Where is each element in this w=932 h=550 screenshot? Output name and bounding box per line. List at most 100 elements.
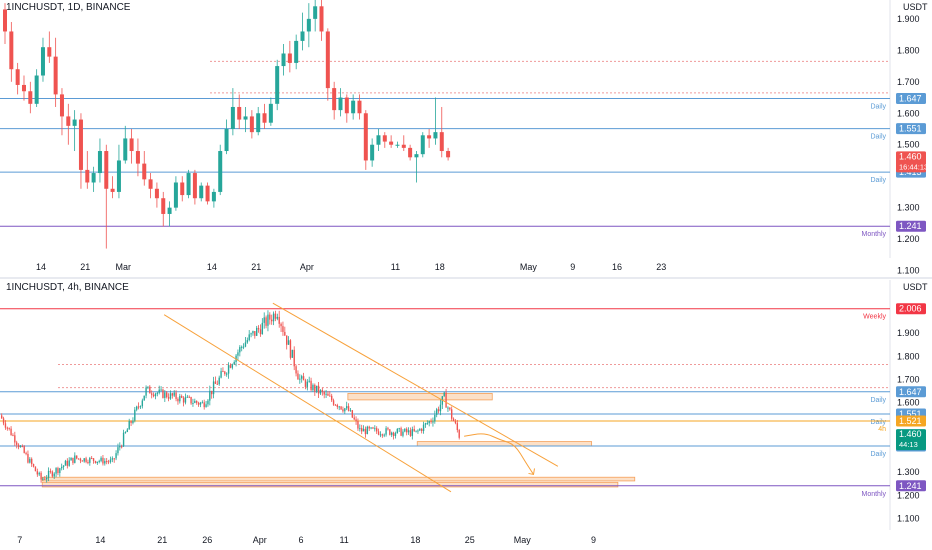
- candle[interactable]: [449, 407, 451, 411]
- candle[interactable]: [181, 394, 183, 399]
- candle[interactable]: [130, 420, 132, 426]
- candle[interactable]: [2, 416, 5, 426]
- candle[interactable]: [78, 113, 83, 189]
- candle[interactable]: [394, 431, 397, 439]
- candle[interactable]: [143, 395, 145, 401]
- candle[interactable]: [325, 28, 330, 101]
- candle[interactable]: [16, 440, 18, 449]
- candle[interactable]: [329, 391, 331, 397]
- candle[interactable]: [4, 420, 7, 430]
- candle[interactable]: [222, 367, 224, 373]
- candle[interactable]: [340, 406, 342, 411]
- candle[interactable]: [383, 433, 385, 438]
- candle[interactable]: [85, 151, 90, 189]
- candle[interactable]: [300, 12, 305, 51]
- candle[interactable]: [72, 110, 77, 152]
- candle[interactable]: [87, 459, 89, 465]
- candle[interactable]: [427, 129, 432, 148]
- candle[interactable]: [419, 427, 421, 432]
- candle[interactable]: [173, 176, 178, 211]
- candle[interactable]: [148, 173, 153, 199]
- candle[interactable]: [49, 468, 52, 474]
- candle[interactable]: [161, 191, 166, 227]
- candle[interactable]: [282, 321, 284, 336]
- channel-lower-line[interactable]: [163, 314, 452, 493]
- candle[interactable]: [199, 401, 202, 408]
- candle[interactable]: [8, 427, 10, 431]
- candle[interactable]: [426, 420, 429, 425]
- candle[interactable]: [173, 390, 175, 398]
- candle[interactable]: [421, 427, 423, 434]
- candle[interactable]: [3, 3, 7, 45]
- candle[interactable]: [104, 144, 109, 249]
- candle[interactable]: [338, 88, 343, 117]
- candle[interactable]: [122, 429, 125, 448]
- candle[interactable]: [211, 188, 216, 208]
- candle[interactable]: [244, 336, 247, 348]
- candle[interactable]: [28, 81, 33, 114]
- candle[interactable]: [261, 318, 264, 335]
- candle[interactable]: [454, 419, 457, 425]
- candle[interactable]: [377, 428, 380, 436]
- candle[interactable]: [14, 431, 16, 447]
- candle[interactable]: [370, 427, 372, 430]
- candle[interactable]: [256, 325, 258, 337]
- candle[interactable]: [362, 425, 365, 432]
- candle[interactable]: [278, 310, 280, 328]
- candle[interactable]: [284, 326, 286, 337]
- candle[interactable]: [107, 459, 110, 465]
- daily-chart-pane[interactable]: Daily Daily Daily Monthly 1.900 1.800 1.700 1.6…: [0, 0, 932, 279]
- candle[interactable]: [289, 339, 292, 360]
- candle[interactable]: [269, 312, 271, 325]
- candle[interactable]: [94, 460, 97, 464]
- candle[interactable]: [116, 144, 121, 199]
- candle[interactable]: [404, 428, 406, 433]
- candle[interactable]: [385, 426, 387, 437]
- candle[interactable]: [267, 310, 269, 332]
- candle[interactable]: [263, 312, 265, 329]
- candle[interactable]: [406, 427, 408, 436]
- candle[interactable]: [323, 390, 325, 399]
- candle[interactable]: [167, 201, 172, 227]
- candle[interactable]: [76, 455, 78, 460]
- candle[interactable]: [401, 135, 406, 152]
- candle[interactable]: [134, 406, 136, 423]
- candle[interactable]: [91, 455, 93, 460]
- candle[interactable]: [201, 400, 204, 404]
- candle[interactable]: [456, 420, 459, 433]
- candle[interactable]: [180, 176, 185, 202]
- candle[interactable]: [314, 383, 316, 396]
- candle[interactable]: [413, 425, 415, 432]
- candle[interactable]: [239, 345, 241, 357]
- candle[interactable]: [439, 106, 444, 158]
- candle[interactable]: [268, 97, 273, 126]
- candle[interactable]: [366, 425, 369, 435]
- candle[interactable]: [68, 457, 70, 467]
- candle[interactable]: [327, 391, 329, 396]
- candle[interactable]: [216, 380, 219, 385]
- candle[interactable]: [342, 406, 344, 413]
- candle[interactable]: [115, 450, 117, 461]
- candle[interactable]: [142, 151, 147, 186]
- candle[interactable]: [250, 332, 252, 338]
- candle[interactable]: [368, 425, 370, 431]
- candle[interactable]: [152, 392, 155, 398]
- candle[interactable]: [192, 169, 197, 205]
- candle[interactable]: [381, 433, 384, 438]
- candle[interactable]: [441, 396, 444, 410]
- candle[interactable]: [147, 386, 149, 390]
- candle[interactable]: [233, 360, 235, 365]
- candle[interactable]: [117, 443, 119, 456]
- candle[interactable]: [398, 427, 400, 432]
- 4h-chart-pane[interactable]: Weekly Daily Daily Daily Monthly 4h 1.900 1.800…: [0, 280, 928, 545]
- candle[interactable]: [98, 459, 100, 464]
- candle[interactable]: [129, 129, 134, 164]
- candle[interactable]: [287, 336, 290, 345]
- candle[interactable]: [428, 420, 430, 427]
- candle[interactable]: [291, 349, 294, 358]
- candle[interactable]: [109, 456, 112, 464]
- candle[interactable]: [347, 403, 350, 412]
- candle[interactable]: [280, 322, 282, 333]
- candle[interactable]: [321, 387, 324, 396]
- candle[interactable]: [139, 405, 142, 409]
